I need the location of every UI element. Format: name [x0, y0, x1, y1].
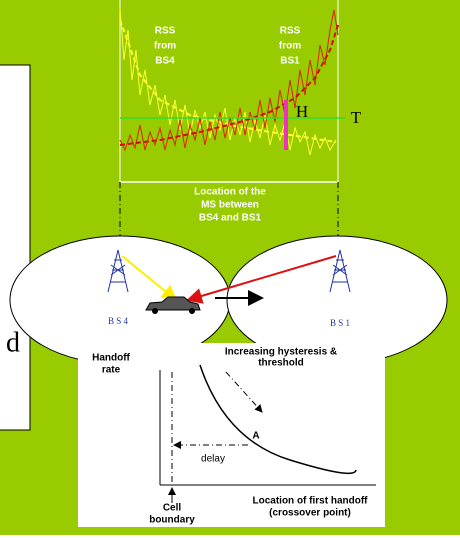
point-label: A	[252, 431, 259, 442]
car	[145, 296, 201, 314]
boundary-label: boundary	[149, 515, 195, 526]
curve-label: Increasing hysteresis &	[225, 347, 337, 358]
curve	[199, 364, 357, 475]
label: BS1	[280, 56, 300, 67]
station-label: B S 4	[108, 316, 129, 326]
trend-arrow	[225, 371, 263, 413]
label: BS4	[155, 56, 175, 67]
y-axis-label: Handoff	[92, 353, 130, 364]
x-axis-label: (crossover point)	[269, 508, 351, 519]
hysteresis-bar	[284, 100, 288, 150]
rss-plot: RSS from BS4 RSS from BS1 H T Location o…	[119, 0, 362, 240]
t-label: T	[351, 108, 362, 127]
label: RSS	[280, 26, 301, 37]
label: RSS	[155, 26, 176, 37]
h-label: H	[296, 102, 308, 121]
y-axis-label: rate	[102, 365, 121, 376]
graph-panel	[78, 343, 385, 527]
curve-label: threshold	[258, 358, 304, 369]
label: from	[154, 41, 176, 52]
label: MS between	[201, 200, 259, 211]
rss-bs1-mean	[119, 24, 339, 146]
station-label: B S 1	[330, 318, 350, 328]
rss-bs4-mean	[119, 19, 337, 143]
tower	[107, 249, 351, 293]
rss-bs4	[119, 7, 337, 156]
boundary-label: Cell	[163, 503, 182, 514]
signal-arrow	[121, 255, 178, 302]
x-axis-label: Location of first handoff	[253, 496, 369, 507]
label: Location of the	[194, 187, 266, 198]
left-panel	[0, 64, 31, 431]
label: BS4 and BS1	[199, 213, 262, 224]
signal-arrow	[186, 255, 337, 304]
left-text: d	[6, 327, 20, 358]
label: from	[279, 41, 301, 52]
delay-label: delay	[201, 454, 225, 465]
